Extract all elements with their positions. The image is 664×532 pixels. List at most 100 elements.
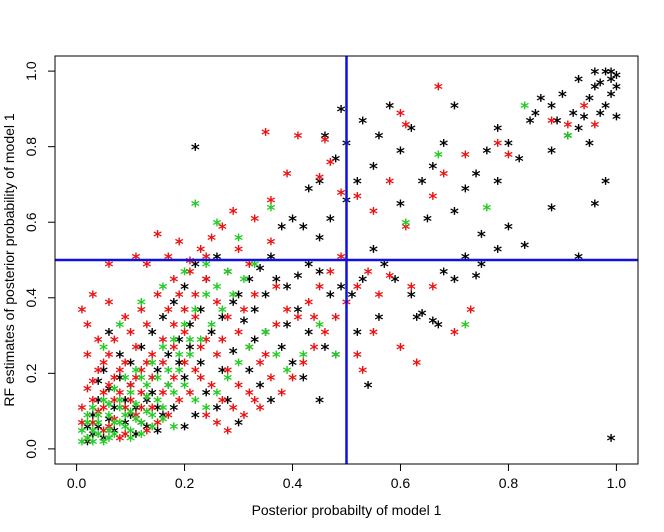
point-green-67: * — [245, 341, 254, 361]
point-green-69: * — [88, 401, 97, 421]
point-red-59: * — [310, 341, 319, 361]
point-green-51: * — [180, 265, 189, 285]
point-red-8: * — [590, 118, 599, 138]
point-red-99: * — [272, 318, 281, 338]
point-black-34: * — [439, 137, 448, 157]
point-green-5: * — [461, 318, 470, 338]
point-black-135: * — [99, 363, 108, 383]
point-red-151: * — [169, 371, 178, 391]
point-green-0: * — [520, 99, 529, 119]
point-red-100: * — [283, 303, 292, 323]
point-red-136: * — [115, 386, 124, 406]
point-red-110: * — [186, 265, 195, 285]
point-red-70: * — [466, 303, 475, 323]
point-green-94: * — [159, 412, 168, 432]
point-black-142: * — [175, 356, 184, 376]
point-black-23: * — [585, 137, 594, 157]
point-green-70: * — [99, 394, 108, 414]
point-black-170: * — [126, 409, 135, 429]
point-black-101: * — [261, 288, 270, 308]
point-red-89: * — [164, 409, 173, 429]
point-green-60: * — [169, 386, 178, 406]
point-red-43: * — [137, 363, 146, 383]
point-red-126: * — [234, 378, 243, 398]
point-red-20: * — [315, 171, 324, 191]
point-red-141: * — [142, 318, 151, 338]
point-black-127: * — [180, 371, 189, 391]
point-red-127: * — [245, 386, 254, 406]
point-green-10: * — [223, 265, 232, 285]
point-red-11: * — [493, 137, 502, 157]
point-red-60: * — [320, 326, 329, 346]
point-black-149: * — [283, 318, 292, 338]
point-black-78: * — [148, 326, 157, 346]
point-red-129: * — [78, 401, 87, 421]
point-green-95: * — [169, 420, 178, 440]
point-red-74: * — [358, 363, 367, 383]
point-red-30: * — [175, 235, 184, 255]
point-black-102: * — [272, 273, 281, 293]
point-green-81: * — [94, 409, 103, 429]
point-green-8: * — [212, 216, 221, 236]
point-red-73: * — [412, 356, 421, 376]
point-green-72: * — [121, 371, 130, 391]
point-black-93: * — [175, 333, 184, 353]
point-red-90: * — [175, 394, 184, 414]
point-red-158: * — [310, 310, 319, 330]
point-red-134: * — [137, 401, 146, 421]
point-red-154: * — [202, 409, 211, 429]
point-red-137: * — [105, 378, 114, 398]
point-red-7: * — [563, 118, 572, 138]
point-red-17: * — [369, 205, 378, 225]
point-red-104: * — [326, 265, 335, 285]
point-black-172: * — [105, 412, 114, 432]
point-green-11: * — [212, 280, 221, 300]
point-black-168: * — [180, 420, 189, 440]
point-black-19: * — [607, 65, 616, 85]
point-black-175: * — [94, 420, 103, 440]
point-black-65: * — [326, 212, 335, 232]
point-black-158: * — [472, 269, 481, 289]
point-black-160: * — [315, 394, 324, 414]
point-red-150: * — [159, 386, 168, 406]
point-red-78: * — [94, 405, 103, 425]
point-black-104: * — [293, 269, 302, 289]
point-red-103: * — [315, 280, 324, 300]
y-tick-label: 0.4 — [23, 288, 39, 308]
point-green-41: * — [261, 326, 270, 346]
point-red-95: * — [229, 401, 238, 421]
point-green-29: * — [132, 412, 141, 432]
point-green-53: * — [94, 428, 103, 448]
point-green-6: * — [191, 197, 200, 217]
point-green-46: * — [331, 348, 340, 368]
x-tick-label: 1.0 — [607, 475, 627, 491]
point-red-130: * — [88, 416, 97, 436]
point-red-161: * — [99, 401, 108, 421]
point-green-93: * — [148, 420, 157, 440]
point-red-16: * — [385, 174, 394, 194]
point-red-39: * — [94, 333, 103, 353]
point-black-70: * — [234, 288, 243, 308]
point-red-149: * — [148, 401, 157, 421]
point-black-129: * — [159, 409, 168, 429]
point-red-87: * — [142, 424, 151, 444]
point-red-67: * — [407, 280, 416, 300]
point-black-31: * — [461, 182, 470, 202]
point-black-106: * — [315, 265, 324, 285]
point-black-154: * — [353, 326, 362, 346]
point-red-52: * — [234, 326, 243, 346]
point-black-15: * — [580, 110, 589, 130]
point-red-22: * — [283, 167, 292, 187]
point-red-12: * — [461, 148, 470, 168]
point-black-35: * — [428, 159, 437, 179]
point-red-101: * — [293, 310, 302, 330]
point-black-123: * — [245, 363, 254, 383]
point-black-77: * — [159, 310, 168, 330]
point-green-36: * — [207, 318, 216, 338]
point-red-41: * — [115, 363, 124, 383]
point-black-81: * — [115, 371, 124, 391]
point-green-90: * — [115, 394, 124, 414]
point-red-119: * — [159, 356, 168, 376]
